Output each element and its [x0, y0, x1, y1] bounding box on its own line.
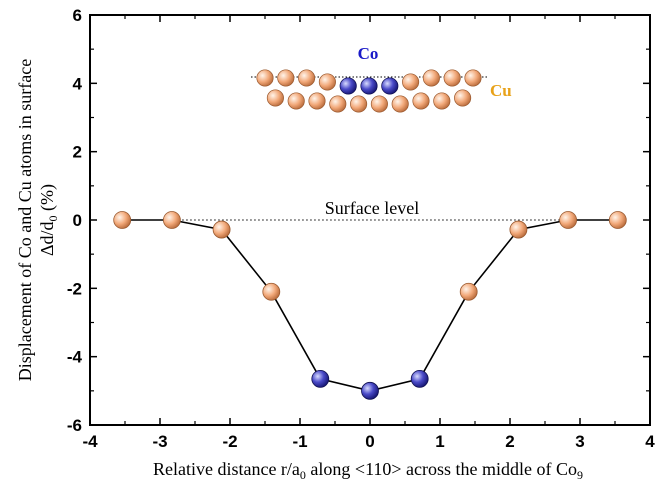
x-axis-label: Relative distance r/a0 along <110> acros…	[153, 459, 583, 482]
inset-co-label: Co	[358, 44, 379, 63]
x-tick-label: 1	[435, 432, 444, 451]
inset-atom-cu-bottom	[433, 92, 451, 110]
inset-atom-cu-bottom	[287, 92, 305, 110]
displacement-series-line	[122, 219, 618, 392]
x-tick-label: -4	[82, 432, 98, 451]
inset-cu-label: Cu	[490, 81, 512, 100]
inset-atom-cu	[402, 73, 420, 91]
inset-atom-cu-bottom	[350, 95, 368, 113]
inset-atom-cu	[443, 69, 461, 87]
data-point-co	[410, 369, 429, 388]
inset-atom-cu	[464, 69, 482, 87]
y-axis-label-line1: Displacement of Co and Cu atoms in surfa…	[15, 59, 35, 381]
inset-atom-cu-bottom	[308, 92, 326, 110]
data-point-cu	[113, 211, 132, 229]
y-tick-label: 6	[73, 6, 82, 25]
inset-atoms	[256, 69, 482, 113]
x-tick-label: -3	[152, 432, 167, 451]
y-tick-label: -6	[67, 416, 82, 435]
data-point-cu	[262, 282, 281, 301]
inset-atom-cu	[318, 73, 336, 91]
data-point-cu	[459, 282, 478, 301]
y-tick-labels: -6 -4 -2 0 2 4 6	[67, 6, 83, 435]
inset-atom-cu-bottom	[266, 89, 284, 107]
x-tick-label: 2	[505, 432, 514, 451]
inset-atom-cu-bottom	[454, 89, 472, 107]
inset-atom-cu-bottom	[391, 95, 409, 113]
inset-atom-cu	[422, 69, 440, 87]
x-tick-label: 0	[365, 432, 374, 451]
data-point-cu	[608, 211, 627, 229]
y-axis-label: Displacement of Co and Cu atoms in surfa…	[15, 59, 60, 381]
inset-atom-co	[360, 77, 378, 95]
inset-atom-cu-bottom	[329, 95, 347, 113]
data-point-cu	[212, 220, 231, 239]
x-tick-label: 3	[575, 432, 584, 451]
data-point-cu	[509, 220, 528, 239]
data-point-cu	[162, 211, 181, 229]
x-tick-labels: -4 -3 -2 -1 0 1 2 3 4	[82, 432, 655, 451]
inset-atom-co	[339, 77, 357, 95]
inset-atom-cu-bottom	[412, 92, 430, 110]
data-points	[113, 211, 627, 400]
axis-ticks	[89, 14, 651, 426]
x-tick-label: 4	[645, 432, 655, 451]
inset-atom-cu	[277, 69, 295, 87]
atom-inset: Co Cu	[251, 44, 512, 113]
surface-level-label: Surface level	[325, 198, 419, 218]
x-tick-label: -2	[222, 432, 237, 451]
data-point-co	[361, 381, 379, 400]
inset-atom-cu-bottom	[370, 95, 388, 113]
y-tick-label: -2	[67, 279, 82, 298]
y-tick-label: 0	[73, 211, 82, 230]
inset-atom-co	[381, 77, 399, 95]
inset-atom-cu	[298, 69, 316, 87]
y-axis-label-line2: Δd/d0 (%)	[37, 184, 60, 256]
inset-atom-cu	[256, 69, 274, 87]
data-point-co	[311, 369, 330, 388]
y-tick-label: 2	[73, 143, 82, 162]
data-point-cu	[559, 211, 577, 229]
y-tick-label: -4	[67, 348, 83, 367]
y-tick-label: 4	[73, 74, 83, 93]
x-tick-label: -1	[292, 432, 307, 451]
